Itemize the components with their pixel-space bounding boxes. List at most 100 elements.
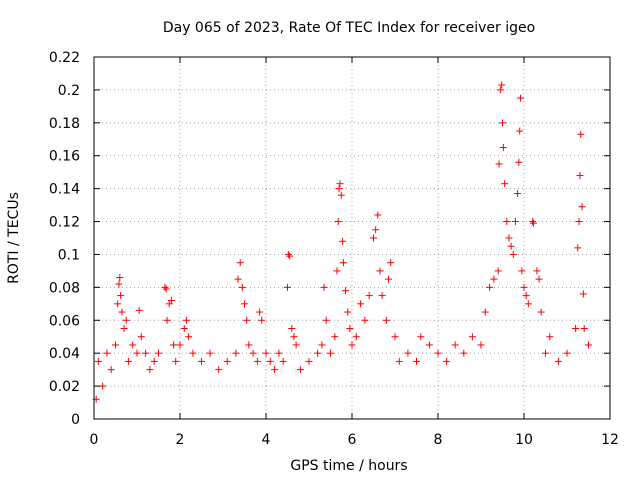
- data-point: [563, 349, 571, 357]
- data-point: [198, 357, 205, 365]
- data-point: [243, 316, 251, 324]
- data-point: [271, 366, 279, 374]
- data-point: [348, 341, 356, 349]
- data-point: [258, 316, 266, 324]
- data-point: [279, 357, 287, 365]
- data-point: [542, 349, 549, 357]
- data-point: [163, 316, 171, 324]
- y-axis-label: ROTI / TECUs: [6, 192, 22, 284]
- data-point: [572, 325, 580, 332]
- data-point: [451, 341, 459, 349]
- data-point: [522, 292, 530, 300]
- y-tick-label: 0.2: [58, 83, 80, 99]
- data-point: [256, 308, 264, 316]
- data-point: [361, 316, 369, 324]
- data-point: [161, 283, 169, 291]
- data-point: [284, 283, 291, 291]
- data-point: [554, 357, 562, 365]
- data-point: [413, 357, 420, 365]
- y-tick-label: 0.22: [49, 50, 80, 66]
- data-point: [481, 308, 489, 316]
- data-point: [477, 341, 485, 349]
- data-point: [370, 234, 377, 242]
- data-point: [514, 190, 522, 198]
- data-point: [333, 267, 341, 275]
- data-point: [142, 349, 150, 357]
- x-tick-label: 10: [515, 432, 533, 448]
- data-point: [374, 211, 382, 219]
- data-point: [290, 333, 298, 341]
- chart-title: Day 065 of 2023, Rate Of TEC Index for r…: [163, 20, 535, 36]
- data-point: [335, 185, 343, 193]
- x-tick-label: 6: [348, 432, 357, 448]
- data-point: [262, 349, 270, 357]
- y-tick-label: 0.06: [49, 313, 80, 329]
- data-point: [112, 341, 119, 349]
- data-point: [206, 349, 214, 357]
- data-point: [515, 158, 523, 166]
- data-point: [146, 366, 154, 374]
- data-point: [387, 259, 395, 267]
- data-point: [518, 267, 526, 275]
- data-point: [376, 267, 384, 275]
- data-point: [99, 382, 107, 390]
- data-point: [223, 357, 231, 365]
- data-point: [162, 285, 170, 293]
- data-point: [499, 119, 506, 127]
- data-point: [344, 308, 352, 316]
- data-point: [460, 349, 468, 357]
- data-point: [124, 357, 132, 365]
- data-point: [516, 127, 524, 135]
- data-point: [150, 357, 158, 365]
- data-point: [107, 366, 115, 374]
- data-point: [509, 250, 517, 258]
- data-point: [337, 191, 345, 199]
- data-point: [517, 94, 525, 102]
- data-point: [245, 341, 253, 349]
- data-point: [576, 171, 584, 179]
- y-tick-label: 0.18: [49, 116, 80, 132]
- data-point: [580, 325, 588, 332]
- data-point: [336, 180, 344, 188]
- data-point: [117, 292, 125, 300]
- y-tick-label: 0.16: [49, 149, 80, 165]
- data-point: [296, 366, 304, 374]
- y-tick-label: 0: [71, 412, 80, 428]
- data-point: [114, 300, 122, 308]
- data-point: [253, 357, 261, 365]
- data-point: [372, 226, 380, 234]
- data-point: [575, 218, 583, 226]
- data-point: [511, 218, 519, 226]
- data-point: [103, 349, 111, 357]
- y-tick-label: 0.12: [49, 215, 80, 231]
- data-point: [334, 218, 342, 226]
- grid-lines: [94, 57, 610, 419]
- data-point: [185, 333, 193, 341]
- y-axis-ticks: 0 0.02 0.04 0.06 0.08 0.1 0.12 0.14 0.16 0.18 0.2 0…: [49, 50, 610, 428]
- data-point: [499, 144, 507, 151]
- data-point: [486, 283, 494, 291]
- data-point: [172, 357, 180, 365]
- data-point: [577, 130, 585, 138]
- data-point: [378, 292, 386, 300]
- data-point: [498, 81, 506, 89]
- data-point: [182, 316, 190, 324]
- data-point: [490, 275, 498, 283]
- data-point: [189, 349, 197, 357]
- data-point: [327, 349, 334, 357]
- data-point: [496, 86, 504, 94]
- data-point: [133, 349, 141, 357]
- data-point: [537, 308, 545, 316]
- data-point: [135, 306, 143, 314]
- data-point: [578, 203, 586, 211]
- data-point: [318, 341, 326, 349]
- data-point: [236, 259, 244, 267]
- data-point: [391, 333, 399, 341]
- data-point: [232, 349, 240, 357]
- data-point: [115, 280, 123, 288]
- data-points: [92, 81, 592, 403]
- data-point: [520, 283, 528, 291]
- data-point: [118, 308, 126, 316]
- data-point: [382, 316, 390, 324]
